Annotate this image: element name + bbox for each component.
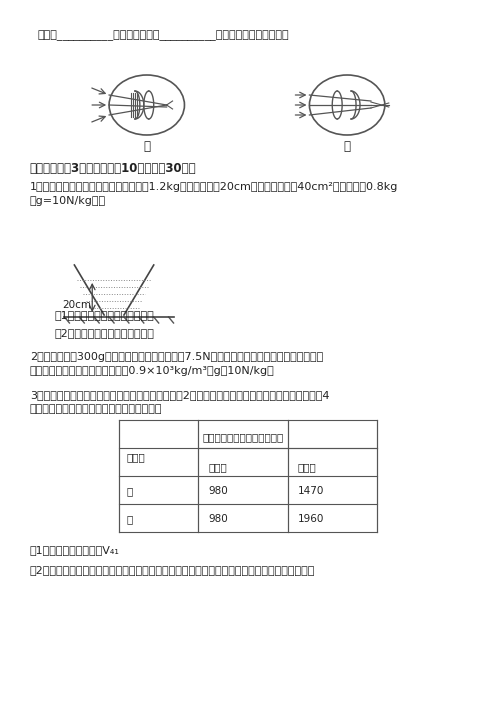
Text: 1、放在水平桌面上的容器内装有质量为1.2kg的水，若水深20cm，容器底面积为40cm²，容器质量0.8kg: 1、放在水平桌面上的容器内装有质量为1.2kg的水，若水深20cm，容器底面积为… bbox=[30, 182, 398, 192]
Text: 3、薄壁圆柱形容器甲置于水平桌面上，容器内装有2千克的水，均匀实心圆柱体乙、丙的质量均为4: 3、薄壁圆柱形容器甲置于水平桌面上，容器内装有2千克的水，均匀实心圆柱体乙、丙的… bbox=[30, 390, 330, 400]
Text: 980: 980 bbox=[208, 486, 228, 496]
Text: 千克，且底面积均为容器底面积的一半。求：: 千克，且底面积均为容器底面积的一半。求： bbox=[30, 404, 162, 414]
Text: 如图的__________图，应该佩戴由__________透镜制成的眼镜来矫正。: 如图的__________图，应该佩戴由__________透镜制成的眼镜来矫正… bbox=[38, 30, 290, 41]
Text: （1）水对容器底部的压强和压力: （1）水对容器底部的压强和压力 bbox=[54, 310, 154, 320]
Text: 1960: 1960 bbox=[298, 514, 324, 524]
Text: 容器底部受到水的压强（帕）: 容器底部受到水的压强（帕） bbox=[202, 432, 283, 442]
Text: 丙: 丙 bbox=[127, 514, 133, 524]
Text: 乙: 乙 bbox=[127, 486, 133, 496]
Text: （2）现将圆柱体乙、丙分别竖直放入容器甲中，放入柱体前后容器底部受到水的压强如下表所示: （2）现将圆柱体乙、丙分别竖直放入容器甲中，放入柱体前后容器底部受到水的压强如下… bbox=[30, 565, 315, 575]
Text: 乙: 乙 bbox=[344, 140, 350, 153]
Text: 980: 980 bbox=[208, 514, 228, 524]
Text: 才能将瓶重新装满？（冰的密度为0.9×10³kg/m³，g取10N/kg）: 才能将瓶重新装满？（冰的密度为0.9×10³kg/m³，g取10N/kg） bbox=[30, 366, 274, 376]
Text: （1）甲容器中水的体积V₄₁: （1）甲容器中水的体积V₄₁ bbox=[30, 545, 120, 555]
Text: （2）容器底对桌面的压力和压强: （2）容器底对桌面的压力和压强 bbox=[54, 328, 154, 338]
Text: 2、一个质量为300g的空瓶，装满冰后总重力为7.5N，若冰全部熔化，还需再加多少克的水: 2、一个质量为300g的空瓶，装满冰后总重力为7.5N，若冰全部熔化，还需再加多… bbox=[30, 352, 323, 362]
Text: 1470: 1470 bbox=[298, 486, 324, 496]
Text: 20cm: 20cm bbox=[62, 300, 92, 310]
Text: （g=10N/kg）求: （g=10N/kg）求 bbox=[30, 196, 106, 206]
Text: 三、计算题（3小题，每小题10分，共计30分）: 三、计算题（3小题，每小题10分，共计30分） bbox=[30, 162, 196, 175]
Text: 放入后: 放入后 bbox=[298, 462, 316, 472]
Text: 放入前: 放入前 bbox=[208, 462, 227, 472]
Text: 甲: 甲 bbox=[144, 140, 150, 153]
Text: 圆柱体: 圆柱体 bbox=[127, 452, 146, 462]
